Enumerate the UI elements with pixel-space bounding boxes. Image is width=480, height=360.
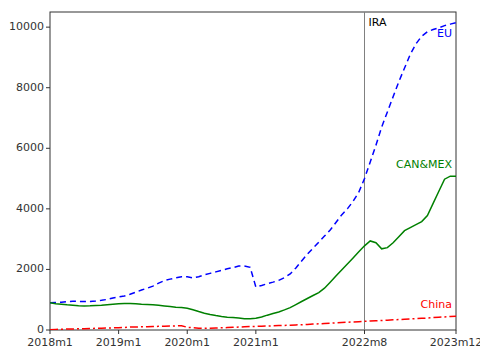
- x-tick-label: 2018m1: [27, 336, 73, 349]
- x-tick: [50, 330, 51, 334]
- y-tick-label: 0: [37, 323, 44, 336]
- series-label: China: [421, 298, 452, 311]
- x-tick-label: 2023m12: [430, 336, 480, 349]
- y-tick-label: 8000: [16, 81, 44, 94]
- plot-area: [50, 12, 456, 330]
- x-tick-label: 2019m1: [96, 336, 142, 349]
- y-tick: [46, 269, 50, 270]
- y-tick-label: 4000: [16, 202, 44, 215]
- x-tick-label: 2022m8: [342, 336, 388, 349]
- y-tick-label: 10000: [9, 20, 44, 33]
- x-tick: [364, 330, 365, 334]
- plot-frame: [50, 12, 456, 330]
- series-line: [50, 23, 456, 303]
- y-tick: [46, 148, 50, 149]
- annotation-label: IRA: [369, 16, 387, 29]
- y-tick-label: 6000: [16, 141, 44, 154]
- x-tick: [456, 330, 457, 334]
- x-tick: [187, 330, 188, 334]
- y-tick: [46, 87, 50, 88]
- series-label: EU: [437, 27, 452, 40]
- x-tick-label: 2020m1: [164, 336, 210, 349]
- chart: 0 2000 4000 6000 8000 10000 2018m1 2019m1 2020m1…: [0, 0, 480, 360]
- y-tick: [46, 330, 50, 331]
- series-line: [50, 316, 456, 330]
- y-tick: [46, 27, 50, 28]
- series-label: CAN&MEX: [396, 158, 452, 171]
- annotation-line: [364, 12, 365, 330]
- x-tick: [255, 330, 256, 334]
- series-line: [50, 176, 456, 319]
- y-tick-label: 2000: [16, 262, 44, 275]
- y-tick: [46, 208, 50, 209]
- x-tick-label: 2021m1: [233, 336, 279, 349]
- x-tick: [118, 330, 119, 334]
